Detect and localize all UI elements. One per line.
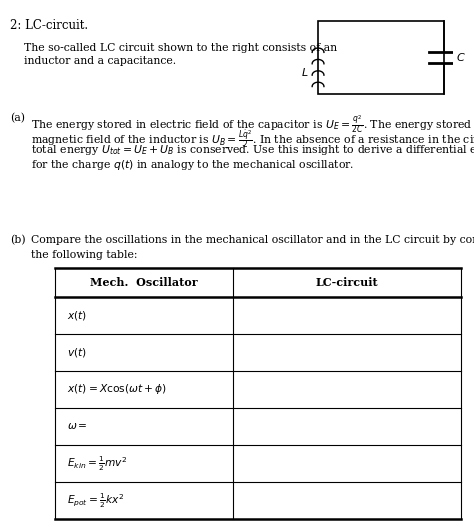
Text: (b): (b) xyxy=(10,235,26,245)
Text: the following table:: the following table: xyxy=(31,250,137,260)
Text: $E_{pot} = \frac{1}{2}kx^2$: $E_{pot} = \frac{1}{2}kx^2$ xyxy=(67,491,124,510)
Text: The so-called LC circuit shown to the right consists of an: The so-called LC circuit shown to the ri… xyxy=(24,43,337,53)
Text: LC-circuit: LC-circuit xyxy=(316,277,378,288)
Text: for the charge $q(t)$ in analogy to the mechanical oscillator.: for the charge $q(t)$ in analogy to the … xyxy=(31,158,354,172)
Text: inductor and a capacitance.: inductor and a capacitance. xyxy=(24,56,176,66)
Text: $L$: $L$ xyxy=(301,66,309,77)
Text: $\omega =$: $\omega =$ xyxy=(67,422,87,432)
Text: (a): (a) xyxy=(10,113,26,124)
Text: magnetic field of the inductor is $U_B = \frac{L\dot{q}^2}{2}$. In the absence o: magnetic field of the inductor is $U_B =… xyxy=(31,128,474,150)
Text: $x(t) = X\cos(\omega t + \phi)$: $x(t) = X\cos(\omega t + \phi)$ xyxy=(67,382,166,396)
Text: $x(t)$: $x(t)$ xyxy=(67,309,87,321)
Text: $v(t)$: $v(t)$ xyxy=(67,346,87,359)
Text: Mech.  Oscillator: Mech. Oscillator xyxy=(90,277,198,288)
Text: $E_{kin} = \frac{1}{2}mv^2$: $E_{kin} = \frac{1}{2}mv^2$ xyxy=(67,454,127,473)
Text: Compare the oscillations in the mechanical oscillator and in the LC circuit by c: Compare the oscillations in the mechanic… xyxy=(31,235,474,245)
Text: The energy stored in electric field of the capacitor is $U_E = \frac{q^2}{2C}$. : The energy stored in electric field of t… xyxy=(31,113,474,135)
Text: total energy $U_{tot} = U_E + U_B$ is conserved. Use this insight to derive a di: total energy $U_{tot} = U_E + U_B$ is co… xyxy=(31,143,474,157)
Text: 2: LC-circuit.: 2: LC-circuit. xyxy=(10,19,89,32)
Text: $C$: $C$ xyxy=(456,52,466,63)
Bar xyxy=(318,21,444,94)
